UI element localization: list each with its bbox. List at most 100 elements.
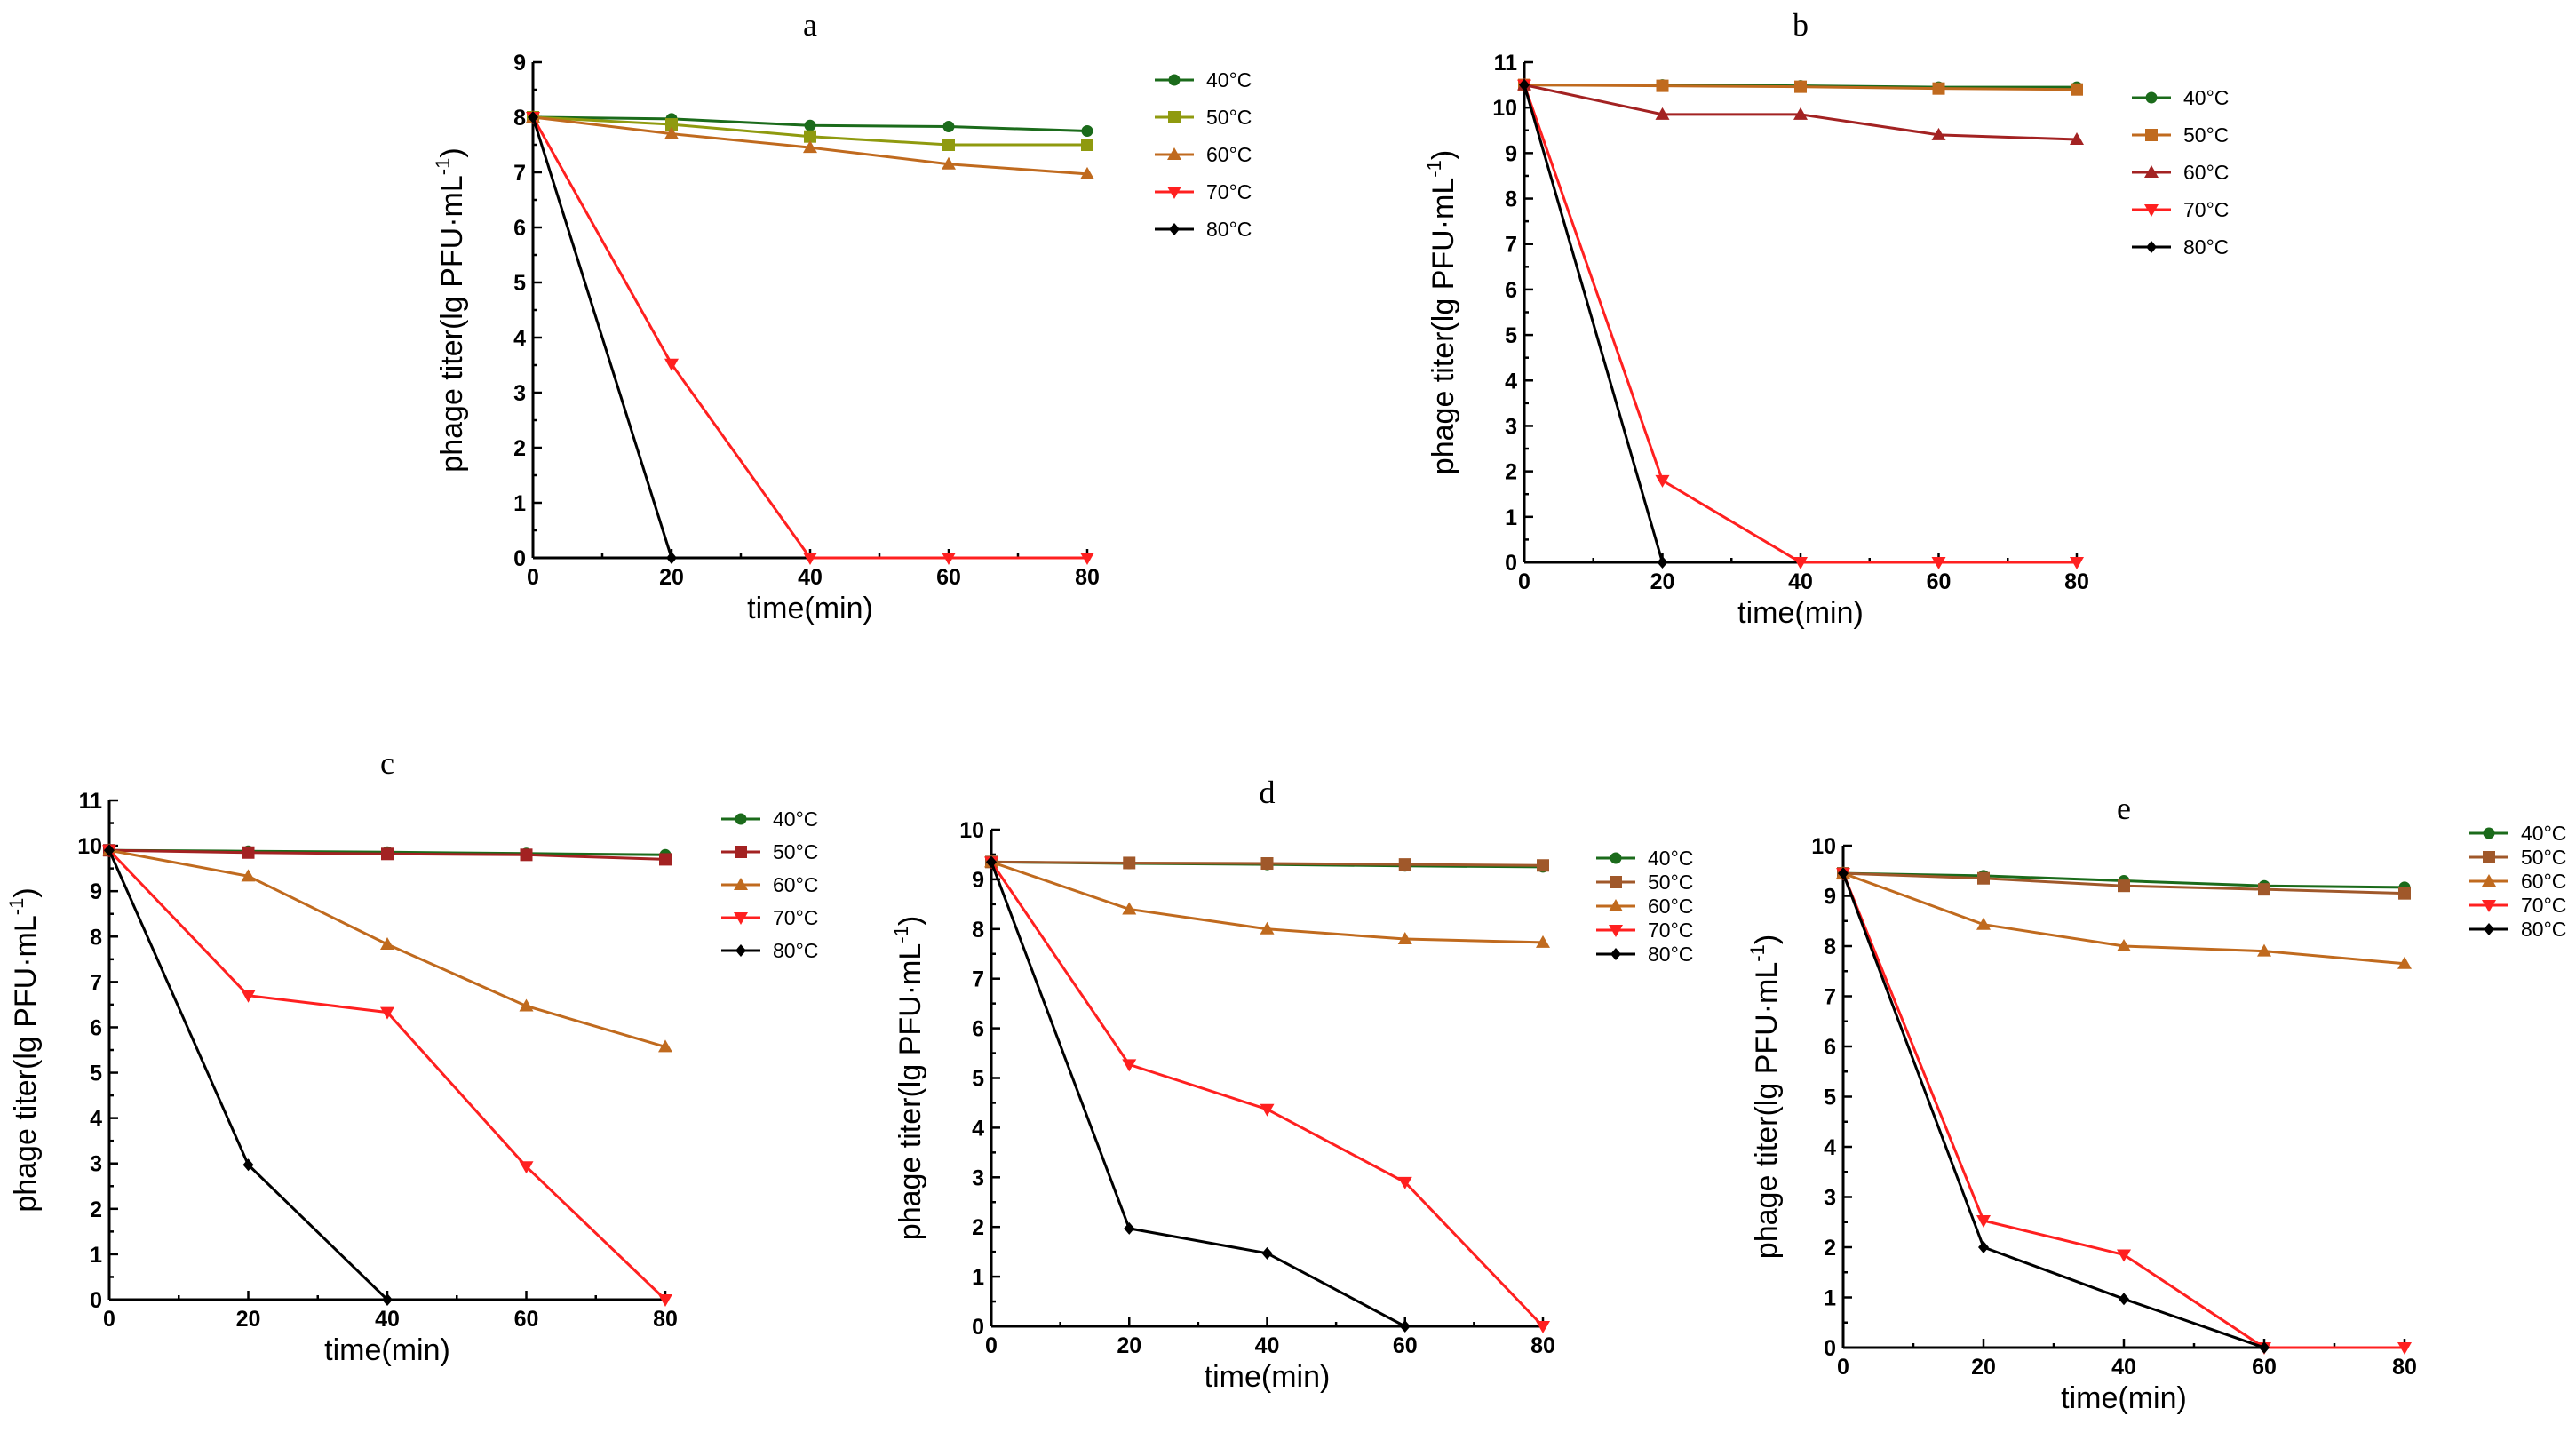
data-point <box>2119 1293 2129 1306</box>
y-tick-label: 10 <box>1492 96 1517 121</box>
y-axis-label-main: phage titer(lg PFU·mL <box>1427 178 1460 474</box>
data-point <box>1931 557 1946 569</box>
legend-marker <box>1609 925 1623 937</box>
data-point <box>1657 556 1668 569</box>
y-tick-label: 6 <box>1505 278 1517 303</box>
data-point <box>2397 1342 2412 1355</box>
data-point <box>1080 166 1094 179</box>
y-tick-label: 11 <box>79 789 103 814</box>
legend-marker <box>1168 111 1181 123</box>
chart-panel-b: b 0 1 2 3 4 5 6 7 8 9 10 11 0 20 40 60 80 time(min) phage t… <box>1423 7 2229 630</box>
data-point <box>1123 856 1136 870</box>
y-tick-label: 6 <box>972 1017 984 1042</box>
data-point <box>242 1158 254 1172</box>
data-point <box>1080 553 1094 565</box>
legend-marker <box>2482 900 2496 912</box>
x-axis-label: time(min) <box>747 592 873 625</box>
y-tick-label: 0 <box>90 1288 102 1313</box>
y-tick-label: 1 <box>1505 505 1517 530</box>
y-tick-label: 0 <box>1505 551 1517 576</box>
x-tick-label: 80 <box>2392 1355 2417 1380</box>
y-tick-label: 6 <box>513 216 526 241</box>
series-50°C <box>1837 867 2411 900</box>
legend-marker <box>1610 948 1621 960</box>
x-tick-label: 80 <box>2064 569 2089 594</box>
legend-label: 80°C <box>2183 235 2229 259</box>
data-point <box>241 990 256 1003</box>
legend-marker <box>2144 165 2159 178</box>
y-tick-label: 0 <box>972 1315 984 1340</box>
x-tick-label: 20 <box>659 565 684 590</box>
x-tick-label: 80 <box>1075 565 1100 590</box>
data-point <box>1124 1221 1135 1235</box>
series-line <box>107 849 667 1301</box>
data-point <box>519 998 534 1012</box>
y-tick-label: 1 <box>1824 1286 1836 1311</box>
x-tick-label: 60 <box>1393 1333 1418 1358</box>
data-point <box>1655 107 1670 120</box>
data-point <box>520 848 533 862</box>
y-tick-label: 9 <box>972 868 984 893</box>
data-point <box>1838 867 1849 880</box>
y-tick-label: 8 <box>513 106 526 131</box>
legend-label: 50°C <box>2521 846 2566 869</box>
data-point <box>942 156 956 170</box>
y-tick-label: 4 <box>513 326 526 351</box>
series-60°C <box>526 110 1094 179</box>
y-axis-label: phage titer(lg PFU·mL-1) <box>1746 935 1784 1259</box>
x-tick-label: 40 <box>1788 569 1813 594</box>
legend: 40°C 50°C 60°C 70°C 80°C <box>2132 86 2229 259</box>
y-tick-label: 8 <box>1824 935 1836 959</box>
y-tick-label: 1 <box>972 1265 984 1290</box>
y-axis-label-main: phage titer(lg PFU·mL <box>1750 962 1784 1259</box>
y-axis-label: phage titer(lg PFU·mL-1) <box>890 916 927 1240</box>
series-80°C <box>528 111 677 564</box>
x-tick-label: 60 <box>1927 569 1952 594</box>
y-tick-label: 10 <box>77 834 102 859</box>
data-point <box>1261 1246 1273 1260</box>
data-point <box>2257 943 2271 957</box>
legend-marker <box>734 878 748 890</box>
x-tick-label: 40 <box>798 565 823 590</box>
y-tick-label: 2 <box>972 1215 984 1240</box>
series-line <box>531 116 1087 560</box>
y-tick-label: 4 <box>1824 1135 1836 1160</box>
x-tick-label: 80 <box>1530 1333 1555 1358</box>
series-50°C <box>985 855 1549 872</box>
x-axis-label: time(min) <box>2061 1381 2187 1415</box>
chart-panel-a: a 0 1 2 3 4 5 6 7 8 9 0 20 40 60 80 time(min) phage titer… <box>432 7 1252 625</box>
data-point <box>2259 1341 2270 1354</box>
legend-label: 70°C <box>1206 180 1252 203</box>
y-tick-label: 7 <box>1505 233 1517 258</box>
data-point <box>1536 935 1550 948</box>
data-point <box>1793 107 1808 120</box>
series-line <box>531 116 673 559</box>
x-tick-label: 0 <box>1518 569 1530 594</box>
y-axis-label: phage titer(lg PFU·mL-1) <box>1423 150 1460 474</box>
legend-marker <box>2145 91 2158 104</box>
y-tick-label: 7 <box>513 161 526 186</box>
legend: 40°C 50°C 60°C 70°C 80°C <box>721 807 818 962</box>
y-tick-label: 8 <box>1505 187 1517 212</box>
legend-marker <box>1610 852 1622 864</box>
x-axis-label: time(min) <box>1205 1360 1331 1394</box>
legend-marker <box>735 846 747 858</box>
data-point <box>665 118 678 131</box>
legend-label: 60°C <box>2521 870 2566 893</box>
data-point <box>1397 1176 1412 1189</box>
legend-marker <box>2482 874 2496 887</box>
y-axis-label-close: ) <box>9 887 43 897</box>
data-point <box>1398 858 1411 871</box>
y-axis-label-sup: -1 <box>1423 160 1445 178</box>
x-tick-label: 0 <box>985 1333 998 1358</box>
legend-label: 60°C <box>1206 143 1252 166</box>
series-60°C <box>1517 77 2084 146</box>
legend-label: 40°C <box>1206 68 1252 91</box>
data-point <box>241 869 256 882</box>
y-tick-label: 2 <box>90 1197 102 1222</box>
data-point <box>1537 859 1549 872</box>
x-axis-label: time(min) <box>324 1333 450 1367</box>
data-point <box>1397 931 1412 944</box>
data-point <box>658 1039 672 1053</box>
